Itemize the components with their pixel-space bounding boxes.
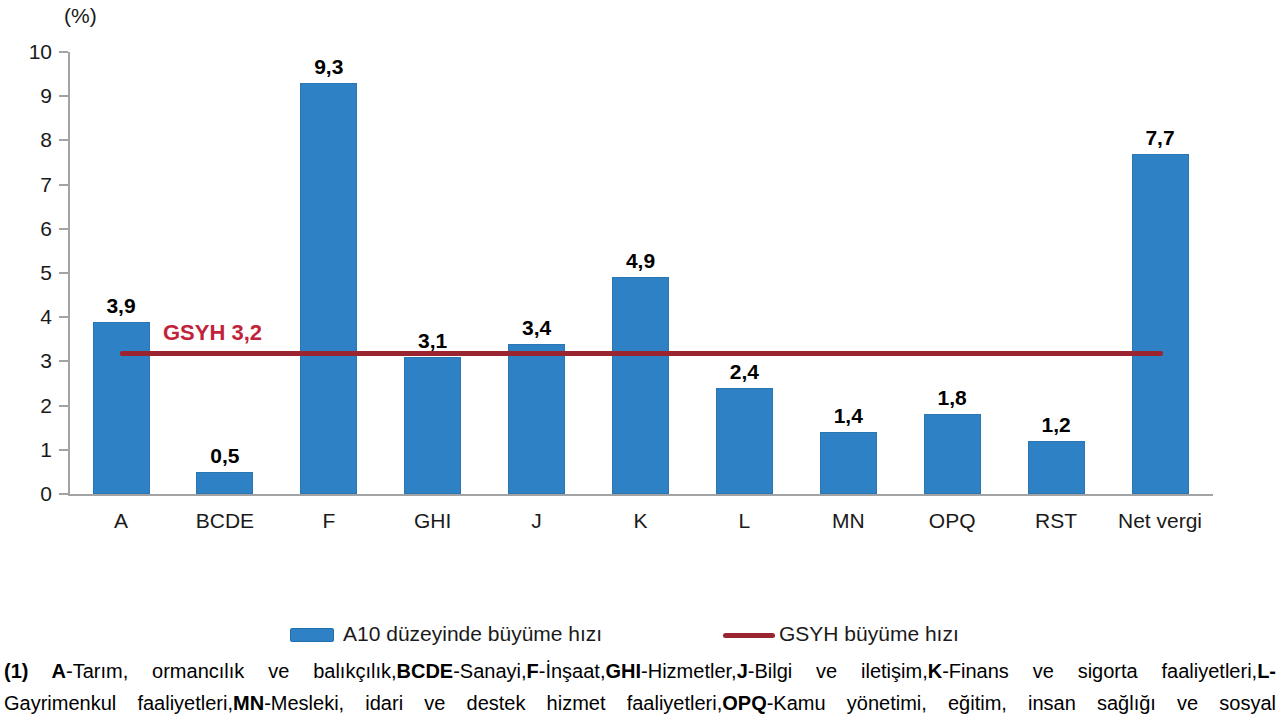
bar <box>820 432 877 494</box>
footnote-bold-run: F <box>527 660 539 682</box>
bar-value-label: 3,4 <box>522 316 551 340</box>
y-tick-mark <box>59 493 68 495</box>
x-axis-category-label: Net vergi <box>1118 509 1202 533</box>
x-axis-category-label: F <box>322 509 335 533</box>
x-axis-category-label: J <box>531 509 542 533</box>
bar-value-label: 3,1 <box>418 329 447 353</box>
bar <box>612 277 669 494</box>
y-tick-label: 10 <box>18 40 52 64</box>
footnote-run: -Tarım, ormancılık ve balıkçılık, <box>66 660 397 682</box>
footnote-run: -Bilgi ve iletişim, <box>748 660 928 682</box>
y-tick-mark <box>59 272 68 274</box>
y-tick-mark <box>59 51 68 53</box>
y-tick-label: 8 <box>18 128 52 152</box>
bar-value-label: 1,2 <box>1041 413 1070 437</box>
x-axis-category-label: GHI <box>414 509 451 533</box>
y-tick-mark <box>59 316 68 318</box>
y-tick-label: 4 <box>18 305 52 329</box>
y-tick-mark <box>59 449 68 451</box>
bar-value-label: 4,9 <box>626 249 655 273</box>
bar <box>716 388 773 494</box>
footnote-bold-run: GHI <box>605 660 641 682</box>
bar <box>300 83 357 494</box>
y-axis-line <box>68 52 70 495</box>
bar <box>196 472 253 494</box>
gsyh-annotation: GSYH 3,2 <box>163 320 262 346</box>
bar-value-label: 3,9 <box>106 294 135 318</box>
footnote-bold-run: MN <box>233 692 264 714</box>
footnote-bold-run: (1) <box>4 660 52 682</box>
bar <box>404 357 461 494</box>
x-axis-category-label: K <box>633 509 647 533</box>
y-tick-mark <box>59 228 68 230</box>
footnote-run: -Hizmetler, <box>641 660 737 682</box>
footnote-run: -İnşaat, <box>539 660 606 682</box>
y-tick-label: 7 <box>18 173 52 197</box>
y-tick-label: 0 <box>18 482 52 506</box>
y-tick-label: 1 <box>18 438 52 462</box>
footnote-run: Gayrimenkul faaliyetleri, <box>4 692 233 714</box>
footnote-run: -Kamu yönetimi, eğitim, insan sağlığı ve… <box>767 692 1276 714</box>
footnote-bold-run: K <box>928 660 942 682</box>
footnote-bold-run: A <box>52 660 66 682</box>
y-tick-label: 5 <box>18 261 52 285</box>
bar-value-label: 1,8 <box>938 386 967 410</box>
bar-value-label: 9,3 <box>314 55 343 79</box>
y-tick-mark <box>59 360 68 362</box>
footnote-run: -Mesleki, idari ve destek hizmet faaliye… <box>264 692 722 714</box>
gsyh-reference-line <box>120 351 1163 356</box>
bar <box>93 322 150 494</box>
footnote-line-2: Gayrimenkul faaliyetleri,MN-Mesleki, ida… <box>4 690 1276 716</box>
y-tick-label: 2 <box>18 394 52 418</box>
y-tick-mark <box>59 184 68 186</box>
x-axis-category-label: OPQ <box>929 509 976 533</box>
bar <box>924 414 981 494</box>
y-tick-label: 9 <box>18 84 52 108</box>
x-axis-category-label: RST <box>1035 509 1077 533</box>
bar-value-label: 7,7 <box>1145 126 1174 150</box>
bar <box>1028 441 1085 494</box>
bar <box>508 344 565 494</box>
x-axis-line <box>68 494 1213 496</box>
y-tick-mark <box>59 139 68 141</box>
legend-bar-swatch <box>290 628 334 642</box>
chart-canvas: (%) 0 1 2 3 4 5 6 7 8 9 10 3,9 0,5 9,3 3,1 3,4 4,9 2,4 1,… <box>0 0 1280 720</box>
x-axis-category-label: BCDE <box>196 509 254 533</box>
x-axis-category-label: A <box>114 509 128 533</box>
legend-line-label: GSYH büyüme hızı <box>779 622 959 646</box>
footnote-bold-run: BCDE <box>397 660 454 682</box>
footnote-bold-run: OPQ <box>722 692 766 714</box>
y-tick-mark <box>59 405 68 407</box>
bar-value-label: 0,5 <box>210 444 239 468</box>
legend-line-swatch <box>723 633 775 638</box>
bar-value-label: 2,4 <box>730 360 759 384</box>
legend-bar-label: A10 düzeyinde büyüme hızı <box>343 622 602 646</box>
footnote-run: -Finans ve sigorta faaliyetleri, <box>942 660 1257 682</box>
legend-line-swatch-wrap <box>723 633 775 638</box>
footnote-bold-run: J <box>737 660 748 682</box>
y-axis-unit-label: (%) <box>64 4 97 28</box>
x-axis-category-label: MN <box>832 509 865 533</box>
footnote-bold-run: L- <box>1257 660 1276 682</box>
bar-value-label: 1,4 <box>834 404 863 428</box>
x-axis-category-label: L <box>739 509 751 533</box>
y-tick-label: 3 <box>18 349 52 373</box>
y-tick-label: 6 <box>18 217 52 241</box>
bar <box>1132 154 1189 494</box>
legend-bar-swatch-wrap <box>290 628 334 642</box>
footnote-run: -Sanayi, <box>453 660 526 682</box>
y-tick-mark <box>59 95 68 97</box>
footnote-line-1: (1) A-Tarım, ormancılık ve balıkçılık,BC… <box>4 658 1276 684</box>
